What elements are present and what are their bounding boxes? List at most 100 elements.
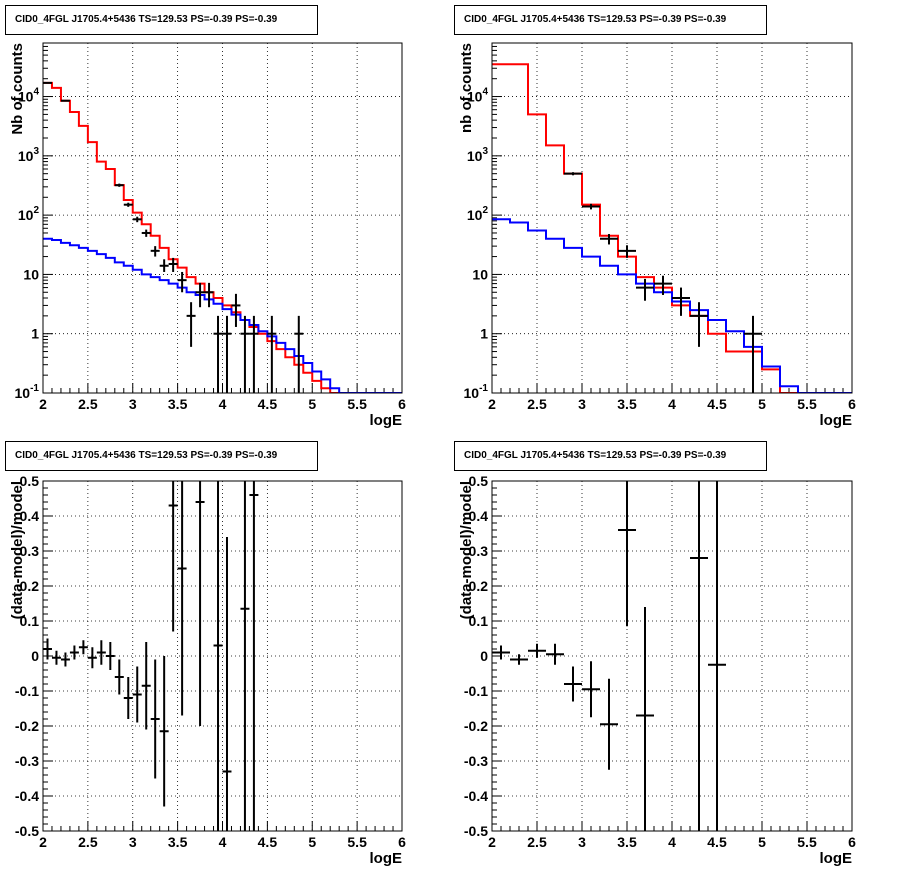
x-tick-label: 4.5 bbox=[707, 396, 727, 412]
x-axis-label: logE bbox=[370, 850, 403, 867]
data-point bbox=[546, 643, 564, 665]
x-tick-label: 3.5 bbox=[168, 396, 188, 412]
x-tick-label: 3 bbox=[578, 834, 586, 850]
data-point bbox=[60, 652, 70, 667]
chart-panel-1: CID0_4FGL J1705.4+5436 TS=129.53 PS=-0.3… bbox=[5, 5, 406, 429]
y-tick-label: -0.4 bbox=[15, 788, 39, 804]
data-point bbox=[123, 202, 133, 207]
y-tick-label: 0 bbox=[31, 648, 39, 664]
data-point bbox=[618, 481, 636, 627]
data-point bbox=[78, 640, 88, 655]
data-point bbox=[132, 666, 142, 723]
data-point bbox=[249, 481, 259, 831]
x-tick-label: 5 bbox=[758, 396, 766, 412]
data-point bbox=[43, 638, 52, 660]
data-point bbox=[168, 481, 178, 632]
y-tick-label: 0.2 bbox=[20, 578, 40, 594]
x-tick-label: 6 bbox=[398, 834, 406, 850]
y-tick-label: -0.5 bbox=[464, 823, 488, 839]
data-point bbox=[492, 645, 510, 660]
x-tick-label: 2.5 bbox=[527, 834, 547, 850]
x-tick-label: 4.5 bbox=[258, 834, 278, 850]
x-tick-label: 5 bbox=[308, 834, 316, 850]
chart-title-box bbox=[454, 5, 767, 35]
y-tick-label: 10-1 bbox=[15, 383, 40, 401]
y-tick-label: 0.4 bbox=[469, 508, 489, 524]
x-tick-label: 2 bbox=[488, 834, 496, 850]
data-point bbox=[141, 229, 151, 237]
plot-area bbox=[43, 81, 402, 393]
plot-frame bbox=[491, 480, 853, 832]
data-point bbox=[150, 659, 160, 779]
data-point bbox=[60, 99, 70, 102]
x-tick-label: 6 bbox=[398, 396, 406, 412]
y-tick-label: 0.1 bbox=[469, 613, 489, 629]
data-point bbox=[708, 481, 726, 831]
plot-frame bbox=[491, 42, 853, 394]
x-tick-label: 4 bbox=[219, 396, 227, 412]
data-point bbox=[654, 275, 672, 295]
data-point bbox=[222, 537, 232, 831]
data-point bbox=[564, 666, 582, 702]
data-point bbox=[636, 607, 654, 831]
data-point bbox=[690, 302, 708, 347]
chart-title: CID0_4FGL J1705.4+5436 TS=129.53 PS=-0.3… bbox=[15, 450, 278, 461]
y-tick-label: 103 bbox=[467, 146, 489, 164]
data-point bbox=[150, 246, 160, 257]
y-axis-label: (data-model)/model bbox=[9, 481, 26, 619]
data-point bbox=[213, 481, 223, 831]
y-tick-label: -0.2 bbox=[15, 718, 39, 734]
data-point bbox=[132, 216, 142, 223]
data-point bbox=[141, 642, 151, 730]
y-tick-label: -0.3 bbox=[464, 753, 488, 769]
plot-area bbox=[492, 481, 726, 831]
y-tick-label: 0 bbox=[480, 648, 488, 664]
data-point bbox=[600, 234, 618, 245]
x-tick-label: 5 bbox=[308, 396, 316, 412]
x-tick-label: 2.5 bbox=[527, 396, 547, 412]
x-tick-label: 4 bbox=[219, 834, 227, 850]
y-axis-label: Nb of counts bbox=[9, 43, 26, 135]
y-axis-label: nb of counts bbox=[458, 43, 475, 133]
x-tick-label: 5.5 bbox=[797, 396, 817, 412]
y-tick-label: 0.5 bbox=[20, 473, 40, 489]
data-point bbox=[168, 257, 178, 272]
data-point bbox=[582, 203, 600, 210]
data-point bbox=[222, 315, 232, 393]
chart-title-box bbox=[5, 441, 318, 471]
x-tick-label: 4.5 bbox=[258, 396, 278, 412]
x-tick-label: 2 bbox=[39, 396, 47, 412]
x-tick-label: 5 bbox=[758, 834, 766, 850]
data-point bbox=[204, 282, 214, 308]
y-tick-label: 1 bbox=[480, 326, 488, 342]
data-point bbox=[51, 650, 61, 665]
y-axis-label: (data-model)/model bbox=[458, 481, 475, 619]
data-point bbox=[159, 656, 169, 807]
x-tick-label: 4 bbox=[668, 834, 676, 850]
data-point bbox=[114, 183, 124, 187]
x-tick-label: 5.5 bbox=[347, 834, 367, 850]
chart-title-box bbox=[5, 5, 318, 35]
x-tick-label: 3 bbox=[129, 834, 137, 850]
y-tick-label: 0.2 bbox=[469, 578, 489, 594]
x-tick-label: 3.5 bbox=[168, 834, 188, 850]
x-tick-label: 4.5 bbox=[707, 834, 727, 850]
chart-panel-3: CID0_4FGL J1705.4+5436 TS=129.53 PS=-0.3… bbox=[5, 441, 406, 867]
y-tick-label: 0.1 bbox=[20, 613, 40, 629]
data-point bbox=[618, 245, 636, 258]
x-tick-label: 3 bbox=[578, 396, 586, 412]
y-tick-label: -0.5 bbox=[15, 823, 39, 839]
data-point bbox=[186, 302, 196, 347]
x-tick-label: 2.5 bbox=[78, 396, 98, 412]
chart-title: CID0_4FGL J1705.4+5436 TS=129.53 PS=-0.3… bbox=[15, 14, 278, 25]
x-tick-label: 5.5 bbox=[797, 834, 817, 850]
data-point bbox=[564, 172, 582, 176]
y-tick-label: 10-1 bbox=[464, 383, 489, 401]
data-point bbox=[240, 315, 250, 393]
data-point bbox=[159, 259, 169, 272]
data-point bbox=[43, 81, 52, 84]
data-point bbox=[600, 678, 618, 770]
data-point bbox=[249, 315, 259, 393]
plot-frame bbox=[42, 42, 403, 394]
